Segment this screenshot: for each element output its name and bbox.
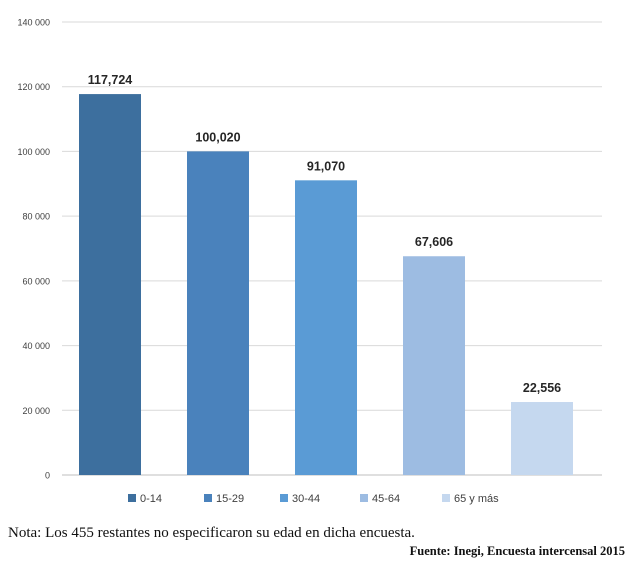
legend-swatch xyxy=(442,494,450,502)
y-tick-label: 120 000 xyxy=(17,82,50,92)
footnote: Nota: Los 455 restantes no especificaron… xyxy=(8,525,415,541)
legend-label: 65 y más xyxy=(454,493,499,505)
legend-swatch xyxy=(280,494,288,502)
y-tick-label: 140 000 xyxy=(17,18,50,28)
y-tick-label: 40 000 xyxy=(22,341,50,351)
y-tick-label: 60 000 xyxy=(22,276,50,286)
bar-chart: 0 20 000 40 000 60 000 80 000 100 000 120 000 1… xyxy=(17,18,602,505)
bar xyxy=(79,94,141,476)
legend-swatch xyxy=(360,494,368,502)
bar xyxy=(295,180,357,476)
legend-swatch xyxy=(204,494,212,502)
data-label: 67,606 xyxy=(415,235,453,249)
bar xyxy=(403,256,465,475)
data-label: 100,020 xyxy=(195,130,240,144)
data-label: 22,556 xyxy=(523,381,561,395)
bar xyxy=(511,402,573,475)
data-label: 117,724 xyxy=(88,73,133,87)
y-tick-label: 20 000 xyxy=(22,406,50,416)
legend-label: 0-14 xyxy=(140,493,162,505)
y-tick-label: 100 000 xyxy=(17,147,50,157)
y-tick-label: 0 xyxy=(45,471,50,481)
y-tick-label: 80 000 xyxy=(22,212,50,222)
legend-label: 15-29 xyxy=(216,493,244,505)
legend-label: 30-44 xyxy=(292,493,320,505)
legend-swatch xyxy=(128,494,136,502)
data-label: 91,070 xyxy=(307,159,345,173)
source-credit: Fuente: Inegi, Encuesta intercensal 2015 xyxy=(409,544,625,558)
legend-label: 45-64 xyxy=(372,493,400,505)
bar xyxy=(187,151,249,475)
